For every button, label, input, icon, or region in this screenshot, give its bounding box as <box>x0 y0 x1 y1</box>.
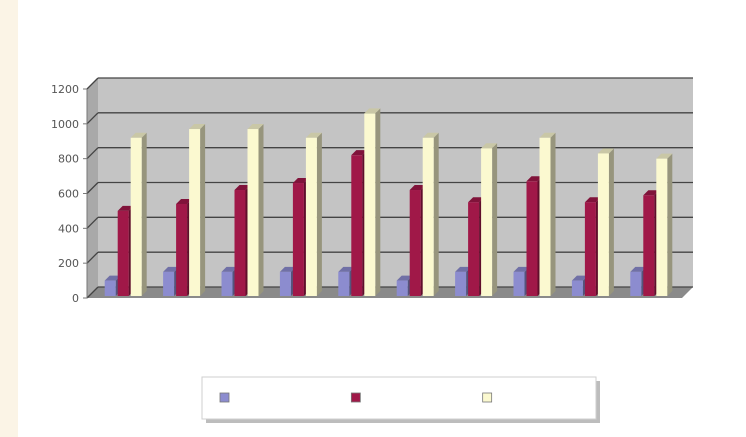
bar-3 <box>131 133 147 296</box>
y-tick-label: 0 <box>72 292 79 305</box>
bar-3 <box>189 124 205 296</box>
bar-face <box>163 272 174 296</box>
y-tick-label: 1000 <box>51 118 79 131</box>
bar-side <box>434 133 439 296</box>
legend-box <box>202 377 596 419</box>
bar-face <box>540 138 551 296</box>
bar-3 <box>656 154 672 296</box>
bar-face <box>248 129 259 296</box>
bar-face <box>280 272 291 296</box>
bar-face <box>410 190 421 296</box>
bar-face <box>222 272 233 296</box>
legend <box>202 377 600 423</box>
bar-side <box>317 133 322 296</box>
bar-side <box>667 154 672 296</box>
legend-swatch <box>220 393 229 402</box>
bar-face <box>423 138 434 296</box>
y-tick-label: 1200 <box>51 83 79 96</box>
bar-face <box>630 272 641 296</box>
bar-3 <box>306 133 322 296</box>
bar-3 <box>364 108 380 296</box>
y-tick-label: 800 <box>58 153 79 166</box>
bar-face <box>351 155 362 296</box>
bar-face <box>643 195 654 296</box>
bar-face <box>306 138 317 296</box>
legend-swatch <box>483 393 492 402</box>
bar-side <box>492 143 497 296</box>
bar-face <box>364 113 375 296</box>
bar-face <box>131 138 142 296</box>
bar-face <box>585 202 596 296</box>
plot-area: 0 200 400 600 800 1000 1200 <box>51 78 693 305</box>
bar-face <box>118 211 129 296</box>
y-tick-label: 400 <box>58 222 79 235</box>
y-tick-label: 200 <box>58 257 79 270</box>
bar-face <box>468 202 479 296</box>
bar-face <box>572 281 583 296</box>
bar-face <box>455 272 466 296</box>
bar-face <box>235 190 246 296</box>
bar-face <box>189 129 200 296</box>
bar-3 <box>481 143 497 296</box>
bar-side <box>259 124 264 296</box>
bar-side <box>551 133 556 296</box>
bar-side <box>609 148 614 296</box>
bar-face <box>105 281 116 296</box>
bar-face <box>481 148 492 296</box>
bar-face <box>338 272 349 296</box>
bar-face <box>527 181 538 296</box>
bar-face <box>514 272 525 296</box>
bar-face <box>598 153 609 296</box>
bar-face <box>293 183 304 296</box>
bar-face <box>397 281 408 296</box>
legend-swatch <box>351 393 360 402</box>
bar-3 <box>598 148 614 296</box>
bar-3 <box>248 124 264 296</box>
bar-3 <box>540 133 556 296</box>
bar-face <box>656 159 667 296</box>
bar-side <box>142 133 147 296</box>
bar-side <box>200 124 205 296</box>
y-tick-label: 600 <box>58 188 79 201</box>
bar-3 <box>423 133 439 296</box>
bar-side <box>375 108 380 296</box>
bar-face <box>176 204 187 296</box>
